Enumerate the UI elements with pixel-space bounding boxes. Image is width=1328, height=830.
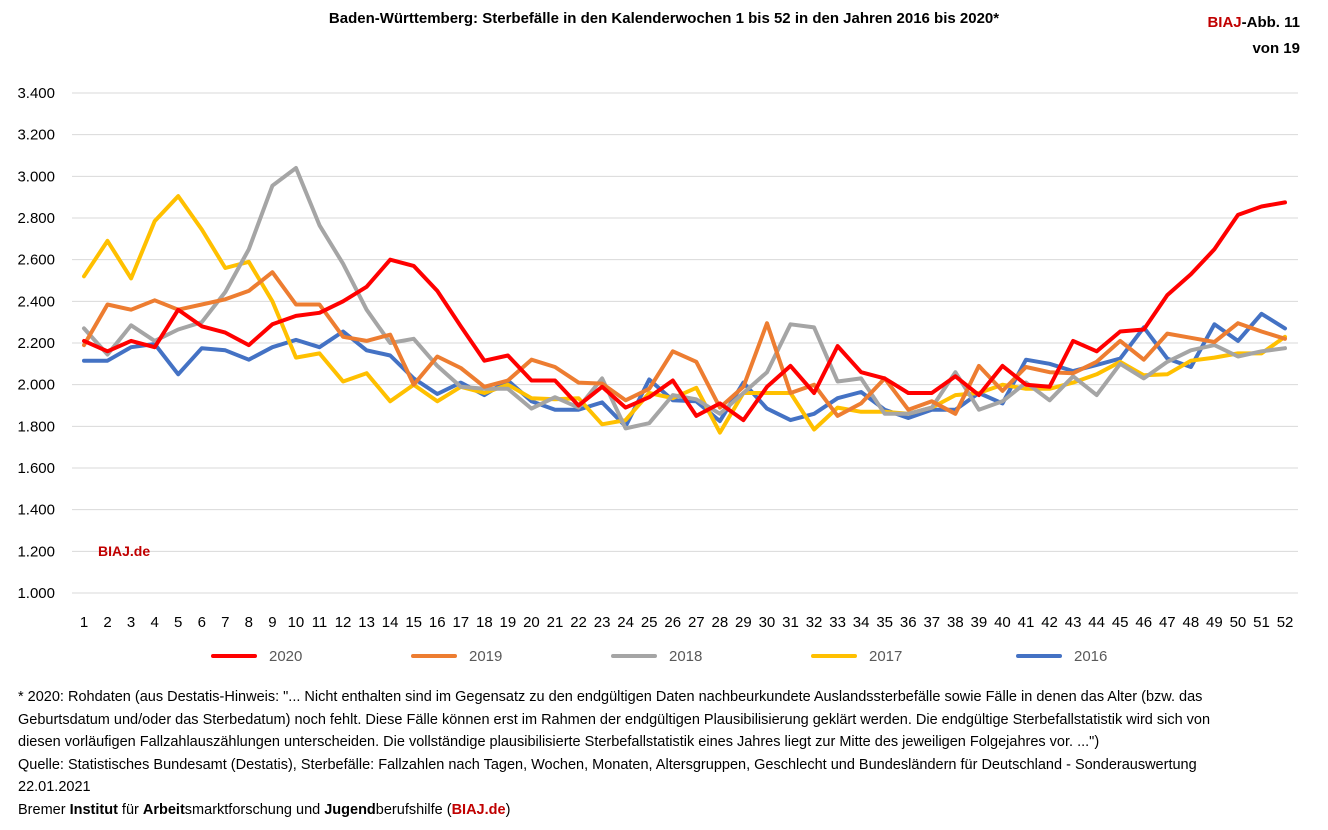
credit-bold: Institut [69, 801, 118, 818]
x-tick-label: 38 [947, 614, 964, 631]
x-tick-label: 30 [759, 614, 776, 631]
y-tick-label: 2.000 [17, 377, 55, 394]
x-tick-label: 4 [150, 614, 158, 631]
x-tick-label: 50 [1230, 614, 1247, 631]
footnote-line-2: Geburtsdatum und/oder das Sterbedatum) n… [18, 711, 1211, 728]
credit-text: Bremer [18, 801, 70, 818]
x-tick-label: 45 [1112, 614, 1129, 631]
x-tick-label: 33 [829, 614, 846, 631]
watermark-label: BIAJ.de [98, 543, 150, 559]
x-tick-label: 28 [712, 614, 729, 631]
x-tick-label: 7 [221, 614, 229, 631]
x-tick-label: 23 [594, 614, 611, 631]
y-tick-label: 3.200 [17, 127, 55, 144]
footnote-line-3: diesen vorläufigen Fallzahlauszählungen … [18, 734, 1100, 750]
x-tick-label: 43 [1065, 614, 1082, 631]
legend-label-2017: 2017 [869, 648, 902, 665]
credit-bold: Arbeit [142, 801, 185, 818]
x-tick-label: 44 [1088, 614, 1105, 631]
x-tick-label: 5 [174, 614, 182, 631]
x-tick-label: 14 [382, 614, 399, 631]
x-tick-label: 42 [1041, 614, 1058, 631]
x-tick-label: 40 [994, 614, 1011, 631]
ref-suffix: -Abb. 11 [1241, 14, 1300, 31]
x-tick-label: 8 [245, 614, 253, 631]
series-line-2019 [82, 270, 1287, 418]
credit-link[interactable]: BIAJ.de [451, 801, 506, 818]
x-tick-label: 17 [452, 614, 469, 631]
x-tick-label: 11 [312, 614, 328, 631]
x-tick-label: 34 [853, 614, 870, 631]
series-line-2018 [82, 166, 1287, 431]
line-chart: 1.000 1.200 1.400 1.600 1.800 2.000 2.200 2.400… [17, 85, 1298, 665]
footnote-line-1: * 2020: Rohdaten (aus Destatis-Hinweis: … [18, 689, 1203, 705]
x-tick-label: 51 [1253, 614, 1270, 631]
x-tick-label: 2 [103, 614, 111, 631]
credit-text: für [117, 801, 143, 818]
x-tick-label: 29 [735, 614, 752, 631]
y-tick-label: 1.600 [17, 460, 55, 477]
x-tick-label: 36 [900, 614, 917, 631]
credit-text: berufshilfe ( [375, 801, 452, 818]
x-tick-label: 12 [335, 614, 352, 631]
source-line: Quelle: Statistisches Bundesamt (Destati… [18, 756, 1197, 773]
x-tick-label: 22 [570, 614, 587, 631]
x-tick-label: 9 [268, 614, 276, 631]
x-tick-label: 1 [80, 614, 88, 631]
x-tick-label: 46 [1135, 614, 1152, 631]
x-tick-label: 27 [688, 614, 705, 631]
x-tick-label: 52 [1277, 614, 1294, 631]
y-tick-label: 1.400 [17, 502, 55, 519]
x-tick-label: 32 [806, 614, 823, 631]
credit-line: Bremer Institut für Arbeitsmarktforschun… [18, 799, 1308, 822]
x-tick-label: 3 [127, 614, 135, 631]
legend-label-2016: 2016 [1074, 648, 1107, 665]
x-tick-label: 41 [1018, 614, 1035, 631]
x-tick-label: 35 [876, 614, 893, 631]
credit-text: smarktforschung und [184, 801, 325, 818]
ref-page-count: von 19 [1252, 40, 1300, 57]
x-tick-label: 18 [476, 614, 493, 631]
x-tick-label: 6 [198, 614, 206, 631]
x-tick-label: 48 [1183, 614, 1200, 631]
chart-title: Baden-Württemberg: Sterbefälle in den Ka… [328, 10, 1000, 27]
x-tick-label: 47 [1159, 614, 1176, 631]
figure-reference: BIAJ-Abb. 11 von 19 [1207, 10, 1300, 62]
x-tick-label: 13 [358, 614, 375, 631]
y-tick-label: 1.800 [17, 418, 55, 435]
credit-bold: Jugend [324, 801, 376, 818]
y-tick-label: 1.200 [17, 543, 55, 560]
series-line-2017 [82, 194, 1287, 435]
x-tick-label: 10 [288, 614, 305, 631]
series-line-2020 [82, 200, 1287, 423]
y-tick-label: 2.400 [17, 293, 55, 310]
x-tick-label: 20 [523, 614, 540, 631]
x-tick-label: 19 [500, 614, 517, 631]
y-tick-label: 2.600 [17, 252, 55, 269]
y-tick-label: 1.000 [17, 585, 55, 602]
x-tick-label: 21 [547, 614, 564, 631]
source-date: 22.01.2021 [18, 779, 91, 795]
y-tick-label: 3.400 [17, 85, 55, 102]
y-tick-label: 2.800 [17, 210, 55, 227]
x-tick-label: 15 [405, 614, 422, 631]
x-tick-label: 16 [429, 614, 446, 631]
x-tick-label: 49 [1206, 614, 1223, 631]
x-tick-label: 39 [971, 614, 988, 631]
legend-label-2018: 2018 [669, 648, 702, 665]
legend-label-2020: 2020 [269, 648, 302, 665]
x-tick-label: 26 [664, 614, 681, 631]
footnotes: * 2020: Rohdaten (aus Destatis-Hinweis: … [18, 686, 1308, 821]
x-tick-label: 37 [923, 614, 940, 631]
ref-brand: BIAJ [1207, 14, 1242, 31]
credit-text: ) [505, 801, 511, 818]
legend-label-2019: 2019 [469, 648, 502, 665]
x-tick-label: 25 [641, 614, 658, 631]
x-tick-label: 31 [782, 614, 799, 631]
y-tick-label: 2.200 [17, 335, 55, 352]
y-tick-label: 3.000 [17, 168, 55, 185]
x-tick-label: 24 [617, 614, 634, 631]
